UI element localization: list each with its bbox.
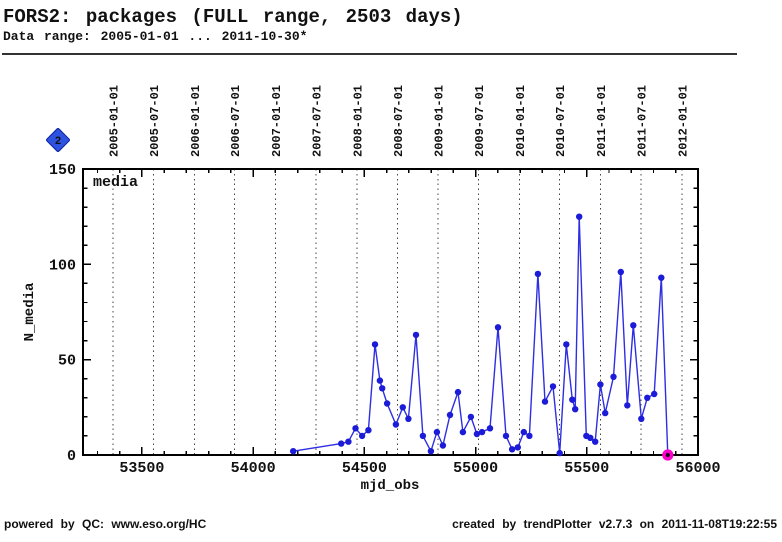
top-axis-date-label: 2008-07-01 (392, 85, 406, 157)
data-point-marker[interactable] (592, 438, 599, 445)
data-point-marker[interactable] (459, 428, 467, 436)
data-point-marker[interactable] (467, 413, 475, 421)
data-line (293, 216, 669, 456)
data-point-marker[interactable] (405, 415, 412, 422)
data-point-marker[interactable] (502, 432, 510, 440)
data-point-marker[interactable] (644, 394, 651, 401)
data-point-marker[interactable] (597, 381, 604, 388)
data-point-marker[interactable] (617, 268, 624, 276)
top-axis-date-label: 2007-01-01 (270, 85, 284, 157)
data-point-marker[interactable] (392, 421, 400, 428)
data-point-marker[interactable] (338, 440, 345, 447)
data-point-marker[interactable] (478, 428, 486, 436)
data-point-marker[interactable] (371, 341, 379, 348)
data-point-marker[interactable] (610, 373, 617, 380)
data-point-marker[interactable] (556, 449, 563, 457)
top-axis-date-label: 2011-07-01 (635, 85, 649, 157)
data-point-marker[interactable] (630, 322, 637, 329)
data-point-marker[interactable] (454, 388, 462, 396)
data-point-marker[interactable] (572, 406, 579, 413)
data-point-marker[interactable] (412, 331, 420, 339)
data-point-marker[interactable] (534, 270, 542, 278)
data-point-marker[interactable] (576, 213, 583, 220)
x-tick-label: 55000 (453, 460, 498, 477)
header-divider (2, 53, 737, 55)
data-point-marker[interactable] (549, 383, 557, 390)
data-range-subtitle: Data range: 2005-01-01 ... 2011-10-30* (3, 29, 308, 44)
data-point-marker[interactable] (358, 432, 366, 440)
y-tick-label: 100 (49, 257, 76, 274)
data-point-marker[interactable] (419, 432, 427, 440)
data-point-marker[interactable] (624, 402, 631, 409)
x-tick-label: 56000 (675, 460, 720, 477)
data-point-marker[interactable] (526, 432, 533, 440)
top-axis-date-label: 2007-07-01 (310, 85, 324, 157)
y-axis-label: N_media (22, 282, 38, 341)
y-tick-label: 0 (67, 448, 76, 465)
y-tick-label: 50 (58, 353, 76, 370)
top-axis-date-label: 2006-01-01 (189, 85, 203, 157)
highlighted-point-center (665, 452, 670, 458)
x-tick-label: 54500 (342, 460, 387, 477)
axes-layer (82, 168, 699, 456)
footer-powered-by: powered by QC: www.eso.org/HC (4, 517, 207, 531)
page-2-badge[interactable]: 2 (46, 128, 70, 152)
data-point-marker[interactable] (563, 341, 570, 348)
badge-number: 2 (55, 135, 61, 147)
x-axis-label: mjd_obs (361, 478, 420, 494)
diamond-icon (46, 128, 70, 152)
data-point-marker[interactable] (376, 377, 384, 384)
top-axis-date-label: 2008-01-01 (351, 85, 365, 157)
tick-labels-layer: 2005-01-01 2005-07-01 2006-01-01 2006-07-01… (49, 85, 721, 477)
data-point-marker[interactable] (587, 434, 594, 441)
data-point-marker[interactable] (473, 430, 481, 438)
data-point-marker[interactable] (508, 446, 516, 453)
page-title: FORS2: packages (FULL range, 2503 days) (3, 6, 463, 28)
y-tick-label: 150 (49, 162, 76, 179)
plot-box (82, 168, 699, 456)
data-point-marker[interactable] (345, 438, 352, 445)
data-point-marker[interactable] (651, 390, 658, 398)
data-point-marker[interactable] (399, 404, 406, 411)
top-axis-date-label: 2006-07-01 (229, 85, 243, 157)
data-point-marker[interactable] (494, 324, 502, 331)
data-point-marker[interactable] (427, 448, 435, 455)
data-point-marker[interactable] (520, 428, 527, 436)
x-tick-label: 55500 (564, 460, 609, 477)
top-axis-date-label: 2011-01-01 (595, 85, 609, 157)
data-point-marker[interactable] (439, 442, 447, 449)
footer-created-by: created by trendPlotter v2.7.3 on 2011-1… (452, 517, 777, 531)
data-layer (290, 213, 674, 461)
data-point-marker[interactable] (365, 427, 372, 434)
x-tick-label: 53500 (119, 460, 164, 477)
data-point-marker[interactable] (658, 274, 665, 281)
data-point-marker[interactable] (352, 425, 359, 432)
top-axis-date-label: 2010-07-01 (554, 85, 568, 157)
x-tick-label: 54000 (231, 460, 276, 477)
legend-label: media (93, 174, 138, 191)
data-point-marker[interactable] (514, 444, 521, 451)
data-point-marker[interactable] (602, 409, 609, 417)
top-axis-date-label: 2009-01-01 (433, 85, 447, 157)
data-point-marker[interactable] (290, 448, 297, 455)
data-point-marker[interactable] (383, 400, 391, 407)
data-point-marker[interactable] (446, 411, 454, 419)
top-axis-date-label: 2009-07-01 (473, 85, 487, 157)
data-point-marker[interactable] (541, 398, 549, 405)
data-point-marker[interactable] (433, 428, 441, 436)
top-axis-date-label: 2012-01-01 (676, 85, 690, 157)
top-axis-date-label: 2010-01-01 (514, 85, 528, 157)
top-axis-date-label: 2005-07-01 (148, 85, 162, 157)
data-point-marker[interactable] (638, 415, 645, 422)
data-point-marker[interactable] (379, 385, 386, 392)
data-point-marker[interactable] (569, 396, 576, 403)
data-point-marker[interactable] (486, 425, 494, 432)
grid-layer (112, 169, 683, 455)
top-axis-date-label: 2005-01-01 (108, 85, 122, 157)
